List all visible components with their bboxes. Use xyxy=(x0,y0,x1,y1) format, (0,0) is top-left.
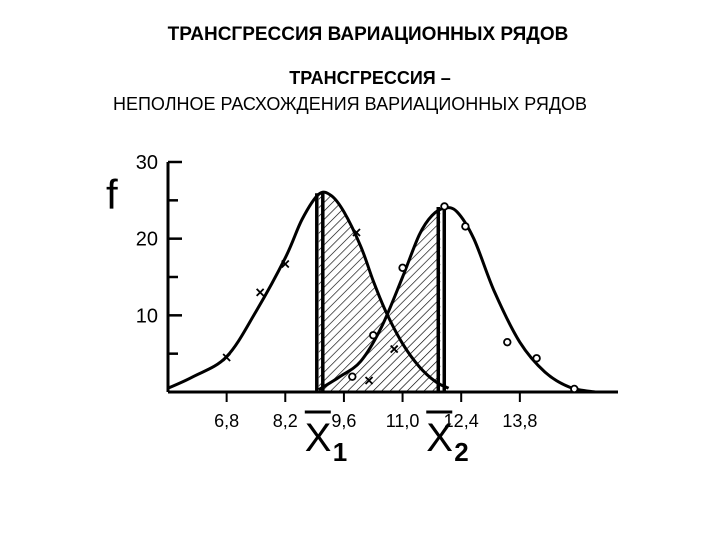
point-cross xyxy=(256,288,265,297)
y-axis-label: f xyxy=(106,171,118,218)
y-tick-label: 20 xyxy=(136,229,158,251)
point-circle xyxy=(503,337,512,347)
x-tick-label: 11,0 xyxy=(386,411,420,431)
y-tick-label: 30 xyxy=(136,152,158,174)
mean-symbol-2: X xyxy=(426,416,453,460)
subtitle-term: ТРАНСГРЕССИЯ – xyxy=(289,68,451,88)
point-circle xyxy=(348,372,357,381)
axes xyxy=(166,160,618,402)
series-curve-1 xyxy=(167,190,450,390)
data-points xyxy=(222,202,579,394)
page-title: ТРАНСГРЕССИЯ ВАРИАЦИОННЫХ РЯДОВ xyxy=(167,24,569,45)
point-cross xyxy=(352,228,361,237)
mean-subscript-1: 1 xyxy=(333,437,347,467)
point-cross xyxy=(281,259,290,269)
point-circle xyxy=(398,263,407,272)
curves xyxy=(167,190,596,394)
point-circle xyxy=(440,202,449,211)
point-circle xyxy=(461,222,470,231)
point-circle xyxy=(369,331,378,340)
x-tick-label: 13,8 xyxy=(502,411,537,431)
x-tick-label: 6,8 xyxy=(214,411,239,431)
subtitle-definition: НЕПОЛНОЕ РАСХОЖДЕНИЯ ВАРИАЦИОННЫХ РЯДОВ xyxy=(112,94,588,114)
x-tick-label: 8,2 xyxy=(273,411,298,431)
point-circle xyxy=(570,384,579,394)
x-tick-label: 9,6 xyxy=(331,411,356,431)
point-cross xyxy=(222,353,231,362)
x-tick-label: 12,4 xyxy=(444,411,479,431)
mean-subscript-2: 2 xyxy=(454,437,468,467)
overlap-area xyxy=(318,194,441,392)
point-cross xyxy=(364,376,374,385)
point-cross xyxy=(390,344,399,354)
y-tick-label: 10 xyxy=(136,305,158,327)
point-circle xyxy=(532,354,541,363)
overlap-hatch xyxy=(318,194,441,392)
mean-symbol-1: X xyxy=(305,416,332,460)
